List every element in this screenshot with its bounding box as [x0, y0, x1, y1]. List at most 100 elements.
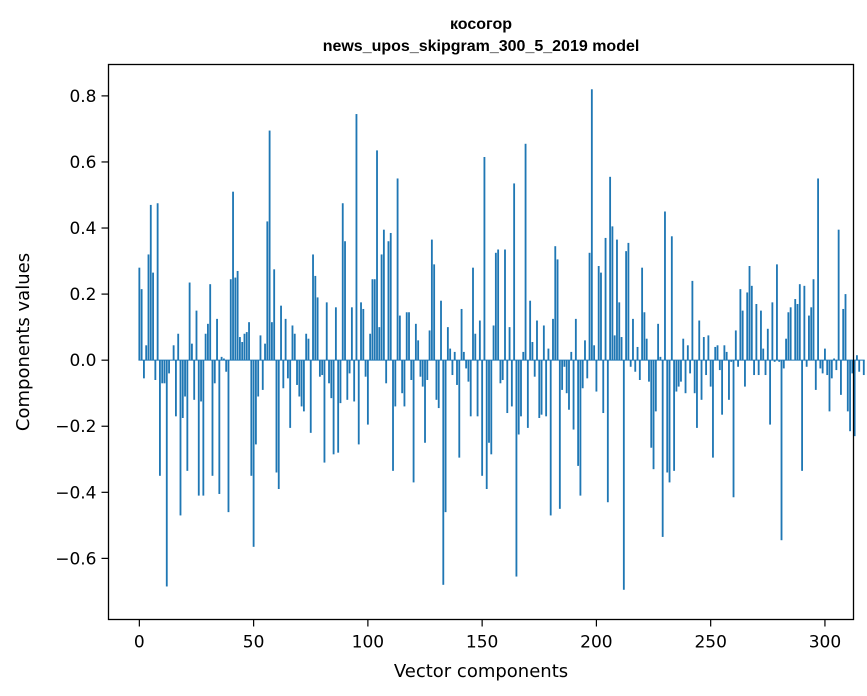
bar-177 — [542, 325, 545, 361]
bar-199 — [593, 345, 596, 361]
y-tick-label: −0.4 — [55, 483, 96, 503]
y-tick-label: 0.0 — [69, 351, 96, 371]
bar-309 — [844, 294, 847, 361]
bar-259 — [730, 360, 733, 362]
x-axis-ticks: 0 50 100 150 200 250 300 — [134, 619, 841, 653]
bar-220 — [641, 267, 644, 361]
bar-42 — [234, 277, 237, 361]
bar-256 — [723, 345, 726, 361]
bar-222 — [645, 338, 648, 361]
bar-151 — [483, 157, 486, 361]
bar-38 — [225, 360, 228, 372]
bar-183 — [556, 259, 559, 361]
bar-124 — [421, 360, 424, 387]
bar-87 — [337, 360, 340, 453]
bar-84 — [330, 360, 333, 399]
y-tick-label: −0.6 — [55, 549, 96, 569]
bar-47 — [245, 332, 248, 361]
bar-169 — [524, 143, 527, 361]
bar-225 — [652, 360, 655, 470]
bar-176 — [540, 360, 543, 415]
bar-93 — [350, 307, 353, 361]
bar-32 — [211, 360, 214, 476]
bar-103 — [373, 279, 376, 361]
bar-243 — [693, 360, 696, 394]
y-axis-label: Components values — [13, 253, 34, 431]
chart-subtitle: news_upos_skipgram_300_5_2019 model — [323, 38, 640, 55]
bar-149 — [478, 320, 481, 361]
bar-18 — [179, 360, 182, 516]
bar-229 — [661, 360, 664, 537]
bar-80 — [321, 360, 324, 376]
y-tick-label: 0.8 — [69, 87, 96, 107]
bar-180 — [549, 360, 552, 516]
bar-246 — [700, 360, 703, 400]
bar-64 — [284, 318, 287, 361]
bar-99 — [364, 360, 367, 377]
bar-283 — [785, 338, 787, 361]
bar-73 — [305, 333, 308, 361]
bar-196 — [586, 360, 589, 379]
bars-group — [138, 89, 865, 590]
bar-156 — [494, 252, 497, 361]
bar-71 — [300, 360, 303, 407]
bar-125 — [424, 360, 426, 443]
bar-303 — [830, 360, 833, 379]
bar-231 — [666, 360, 669, 473]
bar-250 — [709, 360, 712, 387]
bar-179 — [547, 348, 550, 361]
bar-166 — [517, 360, 520, 435]
bar-214 — [627, 242, 630, 361]
bar-294 — [810, 307, 813, 361]
bar-293 — [808, 315, 810, 361]
bar-205 — [606, 360, 609, 503]
bar-96 — [357, 360, 360, 445]
bar-65 — [286, 360, 289, 379]
bar-17 — [177, 333, 180, 361]
bar-26 — [197, 360, 200, 496]
bar-112 — [394, 360, 397, 407]
bar-62 — [280, 305, 282, 361]
bar-58 — [270, 322, 273, 361]
bar-191 — [574, 318, 577, 361]
bar-203 — [602, 360, 605, 414]
bar-118 — [408, 312, 410, 361]
bar-101 — [369, 333, 372, 361]
bar-43 — [236, 270, 239, 361]
bar-276 — [769, 360, 772, 425]
bar-237 — [680, 360, 682, 382]
bar-174 — [536, 320, 538, 361]
x-tick-label: 250 — [694, 633, 726, 653]
bar-167 — [520, 360, 522, 417]
bar-10 — [161, 360, 164, 384]
bar-98 — [362, 308, 365, 361]
bar-280 — [778, 360, 781, 362]
bar-88 — [339, 360, 342, 404]
bar-137 — [451, 360, 454, 376]
bar-129 — [433, 264, 436, 361]
bar-142 — [462, 351, 465, 361]
bar-189 — [570, 351, 573, 361]
bar-230 — [664, 211, 666, 361]
bar-134 — [444, 360, 447, 513]
bar-146 — [472, 267, 474, 361]
bar-119 — [410, 360, 413, 380]
bar-138 — [453, 351, 456, 361]
bar-269 — [753, 360, 756, 376]
bar-184 — [558, 360, 561, 509]
bar-23 — [190, 343, 193, 361]
bar-140 — [458, 360, 461, 458]
bar-252 — [714, 346, 717, 361]
bar-75 — [309, 360, 312, 433]
bar-172 — [531, 342, 534, 361]
bar-158 — [499, 360, 502, 384]
bar-104 — [376, 150, 378, 361]
bar-16 — [175, 360, 177, 417]
bar-157 — [497, 249, 500, 361]
bar-173 — [533, 360, 536, 377]
bar-11 — [163, 360, 166, 384]
bar-161 — [506, 360, 509, 414]
bar-85 — [332, 360, 335, 455]
bar-299 — [821, 360, 824, 374]
bar-186 — [563, 360, 566, 367]
